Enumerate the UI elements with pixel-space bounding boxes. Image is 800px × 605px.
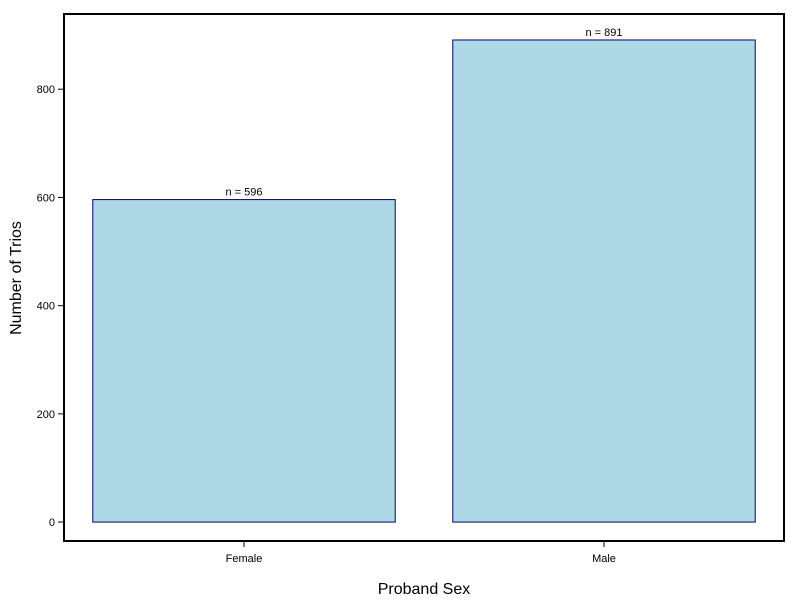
y-axis-title: Number of Trios [8,221,25,335]
plot-frame [63,13,785,542]
y-tick-label: 600 [37,192,55,204]
y-tick-label: 0 [49,517,55,529]
x-tick-label: Female [226,553,263,565]
y-tick-label: 200 [37,409,55,421]
value-label: n = 596 [225,187,262,199]
x-tick-label: Male [592,553,616,565]
y-tick-label: 400 [37,301,55,313]
bar [452,39,756,523]
y-tick-label: 800 [37,84,55,96]
x-axis-title: Proband Sex [378,581,471,598]
bar [92,199,396,523]
value-label: n = 891 [585,27,622,39]
